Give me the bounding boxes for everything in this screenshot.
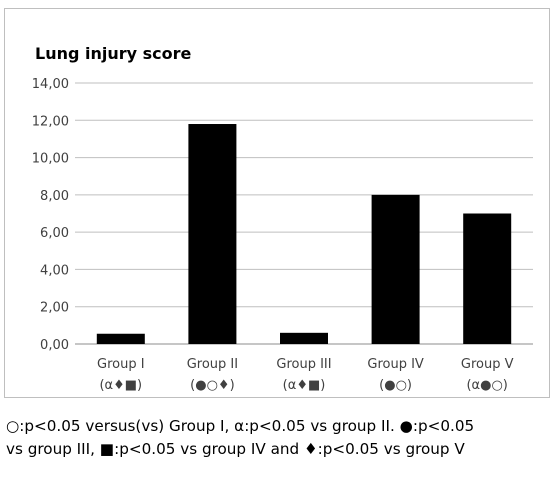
x-tick-annotation: (●○) bbox=[379, 378, 412, 393]
x-tick-label: Group IV bbox=[367, 357, 424, 372]
x-tick-annotation: (α●○) bbox=[466, 378, 507, 393]
x-tick-label: Group II bbox=[187, 357, 238, 372]
y-tick-label: 6,00 bbox=[40, 226, 69, 241]
bars bbox=[96, 124, 512, 344]
bar bbox=[371, 194, 420, 344]
bar bbox=[96, 333, 145, 344]
y-tick-label: 12,00 bbox=[32, 114, 69, 129]
x-tick-annotation: (α♦■) bbox=[283, 378, 326, 393]
y-tick-label: 14,00 bbox=[32, 77, 69, 92]
gridlines bbox=[75, 82, 533, 345]
x-axis: Group I (α♦■) Group II (●○♦) Group III (α♦■) G… bbox=[97, 357, 514, 393]
caption-line-1: ○:p<0.05 versus(vs) Group I, α:p<0.05 vs… bbox=[6, 417, 475, 435]
bar bbox=[188, 124, 237, 344]
x-tick-annotation: (α♦■) bbox=[99, 378, 142, 393]
bar-chart: Lung injury score 0,00 2,00 4,00 6,00 8,00 10… bbox=[32, 44, 533, 393]
y-axis: 0,00 2,00 4,00 6,00 8,00 10,00 12,00 14,00 bbox=[32, 77, 69, 353]
x-tick-label: Group I bbox=[97, 357, 145, 372]
figure-caption: ○:p<0.05 versus(vs) Group I, α:p<0.05 vs… bbox=[6, 415, 554, 461]
chart-frame: Lung injury score 0,00 2,00 4,00 6,00 8,00 10… bbox=[4, 8, 550, 398]
y-tick-label: 4,00 bbox=[40, 263, 69, 278]
x-tick-label: Group III bbox=[276, 357, 331, 372]
y-tick-label: 8,00 bbox=[40, 189, 69, 204]
y-tick-label: 0,00 bbox=[40, 338, 69, 353]
y-tick-label: 2,00 bbox=[40, 301, 69, 316]
caption-line-2: vs group III, ■:p<0.05 vs group IV and ♦… bbox=[6, 440, 465, 458]
bar bbox=[463, 213, 512, 344]
bar bbox=[280, 332, 328, 344]
x-tick-annotation: (●○♦) bbox=[190, 378, 234, 393]
x-tick-label: Group V bbox=[461, 357, 514, 372]
y-tick-label: 10,00 bbox=[32, 152, 69, 167]
chart-title: Lung injury score bbox=[35, 44, 192, 63]
